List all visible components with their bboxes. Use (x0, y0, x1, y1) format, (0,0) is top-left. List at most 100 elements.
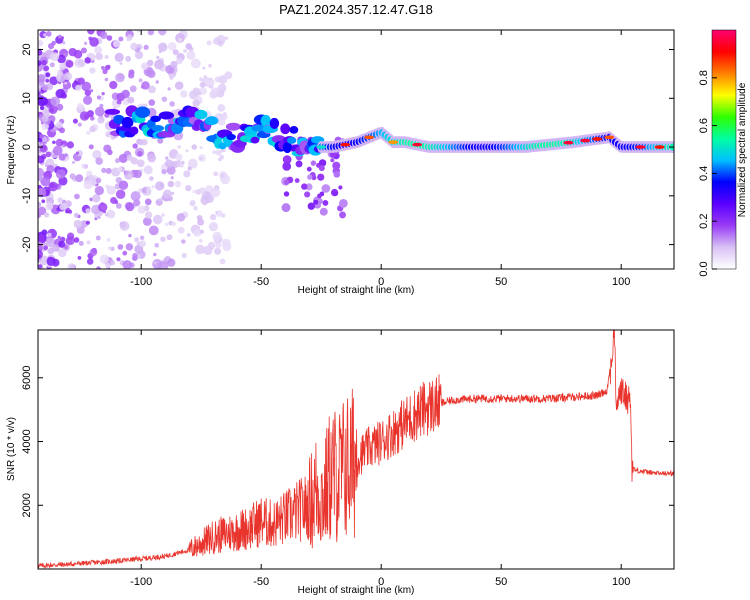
spectrogram-noise-cell (114, 52, 124, 62)
spectrogram-noise-cell (50, 96, 60, 107)
spectrogram-noise-cell (199, 77, 203, 82)
spectrogram-noise-cell (142, 217, 152, 226)
spectrogram-ridge-cell (282, 141, 292, 154)
spectrogram-noise-cell (110, 246, 115, 252)
spectrogram-noise-cell (86, 130, 91, 135)
spectrogram-peak-cell (316, 145, 327, 149)
spectrogram-noise-cell (176, 213, 186, 222)
spectrogram-noise-cell (153, 252, 157, 257)
spectrogram-noise-cell (77, 103, 84, 110)
spectrogram-noise-cell (38, 206, 47, 216)
spectrogram-x-tick-label: -100 (130, 276, 152, 288)
spectrogram-noise-cell (73, 212, 79, 218)
spectrogram-noise-cell (107, 149, 113, 156)
spectrogram-noise-cell (219, 258, 226, 265)
spectrogram-noise-cell (73, 80, 77, 84)
spectrogram-noise-cell (38, 249, 43, 260)
spectrogram-noise-cell (206, 78, 215, 87)
spectrogram-noise-cell (57, 235, 61, 239)
spectrogram-noise-cell (38, 74, 46, 83)
spectrogram-noise-cell (80, 47, 87, 54)
spectrogram-noise-cell (59, 63, 66, 71)
spectrogram-noise-cell (100, 65, 105, 70)
spectrogram-noise-cell (92, 194, 101, 203)
spectrogram-noise-cell (72, 118, 78, 124)
spectrogram-noise-cell (102, 68, 108, 75)
spectrogram-y-tick-label: 10 (21, 92, 33, 104)
snr-panel: -100 -50 0 50 100 2000 4000 6000 Height of str… (6, 329, 675, 596)
spectrogram-noise-cell (199, 157, 203, 161)
spectrogram-noise-cell (106, 238, 111, 242)
spectrogram-noise-cell (185, 184, 192, 192)
spectrogram-noise-cell (192, 190, 196, 194)
spectrogram-noise-cell (339, 211, 347, 219)
spectrogram-noise-cell (149, 176, 154, 181)
spectrogram-ridge-cell (205, 116, 219, 126)
spectrogram-noise-cell (176, 159, 181, 165)
spectrogram-noise-cell (213, 37, 221, 45)
snr-y-tick-label: 4000 (21, 429, 33, 453)
spectrogram-noise-cell (94, 106, 105, 117)
spectrogram-noise-cell (92, 149, 102, 160)
spectrogram-noise-cell (39, 134, 45, 139)
spectrogram-noise-cell (181, 252, 187, 259)
spectrogram-noise-cell (95, 157, 103, 165)
spectrogram-noise-cell (106, 35, 113, 41)
spectrogram-noise-cell (97, 215, 101, 220)
spectrogram-noise-cell (187, 158, 198, 169)
spectrogram-noise-cell (317, 193, 322, 199)
colorbar: 0.0 0.2 0.4 0.6 0.8 Normalized spectral ampl… (698, 29, 748, 277)
spectrogram-peak-cell (412, 142, 423, 147)
spectrogram-noise-cell (147, 69, 156, 79)
spectrogram-noise-cell (171, 221, 176, 227)
spectrogram-noise-cell (225, 36, 229, 40)
spectrogram-noise-cell (84, 57, 91, 64)
spectrogram-noise-cell (101, 167, 107, 173)
spectrogram-noise-cell (141, 187, 148, 194)
spectrogram-noise-cell (122, 250, 128, 256)
spectrogram-peak-cell (388, 140, 399, 144)
spectrogram-noise-cell (45, 78, 50, 83)
spectrogram-noise-cell (117, 244, 124, 250)
spectrogram-noise-cell (78, 240, 84, 246)
spectrogram-noise-cell (214, 247, 222, 255)
spectrogram-noise-cell (301, 183, 308, 190)
spectrogram-noise-cell (40, 90, 45, 94)
spectrogram-noise-cell (67, 263, 75, 269)
spectrogram-noise-cell (197, 218, 205, 226)
spectrogram-noise-cell (304, 191, 311, 198)
spectrogram-noise-cell (213, 171, 219, 177)
spectrogram-noise-cell (333, 191, 338, 197)
spectrogram-noise-cell (56, 103, 64, 111)
spectrogram-xlabel: Height of straight line (km) (298, 285, 415, 296)
spectrogram-noise-cell (38, 234, 45, 243)
spectrogram-noise-cell (41, 83, 49, 91)
spectrogram-noise-cell (215, 149, 222, 156)
spectrogram-noise-cell (38, 201, 42, 208)
spectrogram-noise-cell (48, 43, 55, 50)
spectrogram-noise-cell (43, 245, 48, 251)
spectrogram-noise-cell (57, 54, 66, 64)
spectrogram-noise-cell (180, 160, 185, 165)
spectrogram-noise-cell (66, 141, 74, 149)
spectrogram-noise-cell (38, 155, 45, 164)
spectrogram-noise-cell (165, 156, 169, 160)
spectrogram-noise-cell (132, 143, 138, 149)
spectrogram-ridge-cell (151, 125, 165, 132)
spectrogram-noise-cell (38, 39, 44, 47)
spectrogram-noise-cell (48, 105, 58, 115)
spectrogram-noise-cell (307, 202, 315, 210)
spectrogram-noise-cell (154, 242, 160, 248)
spectrogram-noise-cell (43, 65, 50, 72)
spectrogram-noise-cell (176, 57, 183, 65)
spectrogram-noise-cell (132, 252, 138, 259)
spectrogram-noise-cell (217, 117, 226, 126)
spectrogram-noise-cell (89, 125, 96, 133)
spectrogram-noise-cell (141, 81, 150, 90)
colorbar-tick-label: 0.2 (698, 214, 710, 229)
spectrogram-noise-cell (158, 198, 162, 202)
spectrogram-noise-cell (38, 137, 43, 143)
spectrogram-noise-cell (183, 170, 191, 178)
spectrogram-noise-cell (160, 236, 166, 242)
spectrogram-noise-cell (49, 62, 55, 68)
